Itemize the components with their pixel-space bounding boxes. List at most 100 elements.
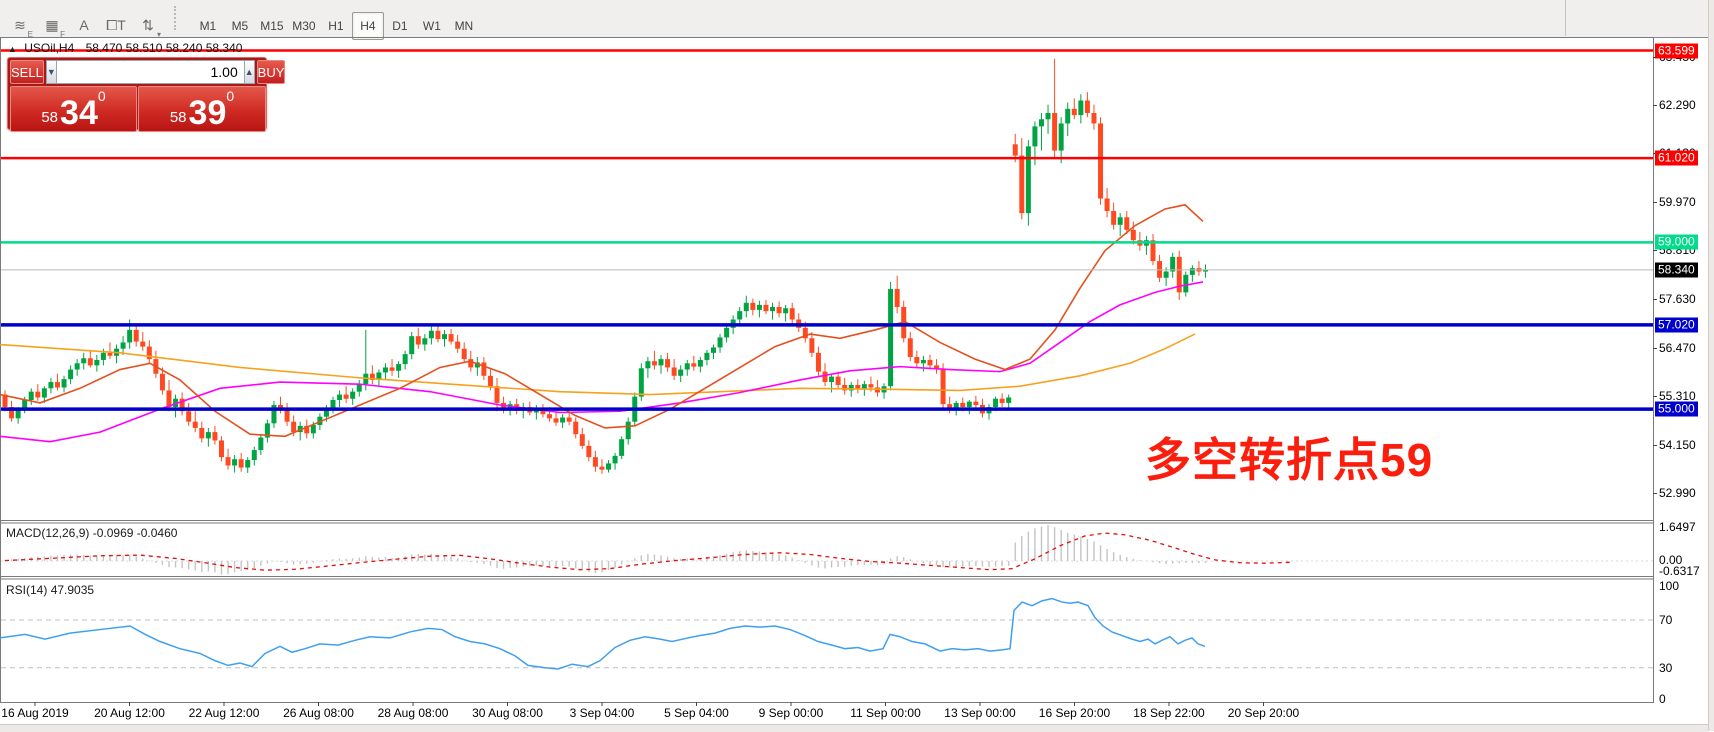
candle [245, 460, 251, 468]
candle [960, 402, 966, 408]
candle [297, 425, 303, 433]
candle [540, 409, 546, 415]
candle [409, 336, 415, 355]
timeframe-H1[interactable]: H1 [328, 19, 344, 33]
candle [763, 304, 769, 312]
candle [855, 384, 861, 390]
candle [232, 459, 238, 466]
timeframe-M15[interactable]: M15 [260, 19, 284, 33]
textbox-icon[interactable]: ⧠T [106, 17, 126, 33]
buy-price-big: 39 [188, 94, 227, 133]
macd-signal-line [4, 532, 1291, 571]
time-label: 28 Aug 08:00 [377, 706, 449, 720]
candle [665, 359, 671, 368]
candle [999, 398, 1005, 403]
candle [474, 362, 480, 368]
candle [455, 341, 461, 349]
time-label: 22 Aug 12:00 [188, 706, 260, 720]
candle [337, 394, 343, 400]
candle [133, 329, 139, 342]
candle [599, 466, 605, 470]
candle [1084, 100, 1090, 114]
candle [107, 352, 113, 356]
candle [815, 352, 821, 372]
timeframe-MN[interactable]: MN [454, 19, 474, 33]
candle [1078, 100, 1084, 116]
time-label: 9 Sep 00:00 [758, 706, 824, 720]
candle [560, 417, 566, 423]
candle [487, 375, 493, 387]
time-label: 3 Sep 04:00 [569, 706, 635, 720]
ma-fast-red [0, 203, 1204, 438]
timeframe-D1[interactable]: D1 [392, 19, 408, 33]
candle [1032, 126, 1038, 147]
ma-slow-orange [0, 333, 1196, 396]
candle [192, 421, 198, 428]
time-label: 30 Aug 08:00 [472, 706, 543, 720]
candle [770, 306, 776, 312]
candle [1052, 113, 1058, 151]
candle [264, 423, 270, 438]
candle [396, 364, 402, 371]
candle [468, 359, 474, 368]
macd-axis-0.00: 0.00 [1659, 553, 1683, 567]
buy-button[interactable]: BUY [256, 60, 286, 84]
timeframe-W1[interactable]: W1 [422, 19, 441, 33]
timeframe-M30[interactable]: M30 [292, 19, 316, 33]
sell-price-big: 34 [60, 94, 98, 133]
volume-decrease-button[interactable]: ▼ [45, 60, 57, 84]
indicators-icon[interactable]: ≋ E [14, 17, 33, 39]
candle [776, 306, 782, 314]
time-label: 11 Sep 00:00 [850, 706, 921, 720]
rsi-axis-30: 30 [1659, 661, 1673, 675]
sell-price-button[interactable]: 58 34 0 [10, 86, 137, 132]
candle [927, 359, 933, 366]
buy-price-button[interactable]: 58 39 0 [138, 86, 266, 132]
text-label-icon[interactable]: A [79, 17, 89, 33]
candle [140, 341, 146, 347]
candle [350, 391, 356, 399]
candle [934, 365, 940, 370]
candle [586, 445, 592, 458]
candle [382, 367, 388, 373]
candle [166, 390, 172, 408]
volume-increase-button[interactable]: ▲ [243, 60, 255, 84]
candle [710, 347, 716, 353]
symbol-name: USOil,H4 [24, 41, 75, 55]
candle [428, 330, 434, 339]
candle [684, 363, 690, 370]
macd-axis-1.6497: 1.6497 [1659, 520, 1696, 534]
candle [619, 439, 625, 456]
volume-input[interactable] [56, 60, 244, 84]
candle [68, 369, 74, 380]
candle [323, 408, 329, 417]
candle [724, 327, 730, 338]
candle [448, 334, 454, 342]
candle [691, 363, 697, 367]
one-click-trade-panel: SELL ▼ ▲ BUY 58 34 0 58 39 0 [7, 57, 286, 132]
arrange-icon[interactable]: ⇅ ▾ [142, 17, 161, 39]
price-badge-61.020: 61.020 [1655, 150, 1698, 166]
candle [330, 399, 336, 409]
timeframe-M1[interactable]: M1 [199, 19, 217, 33]
grid-icon[interactable]: ▦ F [45, 17, 65, 39]
timeframe-M5[interactable]: M5 [231, 19, 249, 33]
candle [829, 376, 835, 383]
rsi-axis-0: 0 [1659, 692, 1666, 706]
symbol-ohlc: 58.470 58.510 58.240 58.340 [85, 41, 243, 55]
candle [310, 425, 316, 434]
sell-button[interactable]: SELL [10, 60, 44, 84]
candle [861, 384, 867, 390]
price-tick-57.630: 57.630 [1653, 292, 1696, 306]
price-tick-55.310: 55.310 [1653, 389, 1696, 403]
candle [22, 399, 28, 410]
candle [783, 308, 789, 314]
candle [120, 342, 126, 349]
candle [48, 382, 54, 389]
timeframe-H4[interactable]: H4 [351, 12, 384, 40]
candle [146, 346, 152, 360]
price-badge-63.599: 63.599 [1655, 43, 1698, 58]
candle [1098, 123, 1104, 199]
candle [966, 401, 972, 408]
